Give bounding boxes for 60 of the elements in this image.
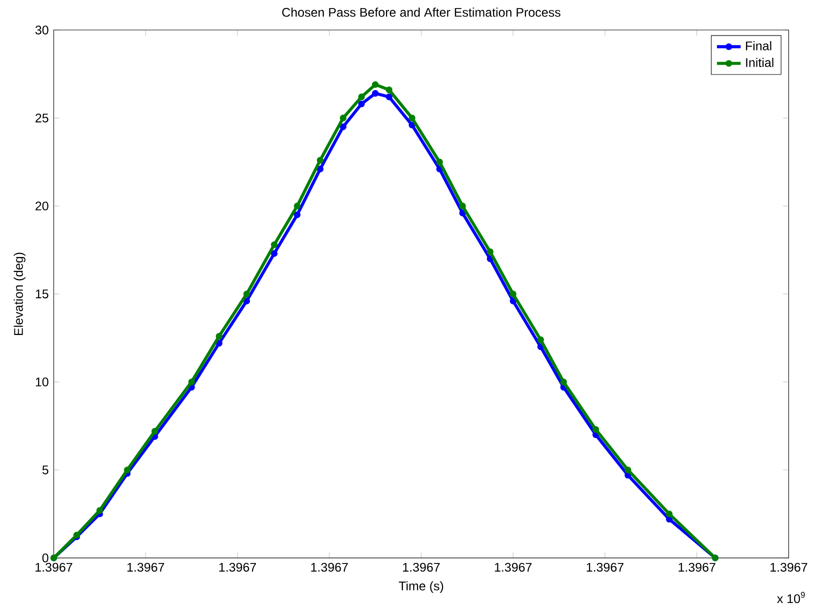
y-tick-label: 5 [42,466,48,474]
y-tick-label: 15 [36,290,48,298]
point [316,166,324,172]
point [270,241,278,248]
point [151,428,158,435]
legend-label: Final [746,41,772,50]
point [459,202,466,210]
x-tick-label: 1.3967 [494,562,532,572]
point [537,343,544,350]
x-tick-label: 1.3967 [678,562,716,572]
point [408,122,416,128]
point [386,86,392,94]
point [294,202,301,210]
point [188,378,195,386]
point [386,94,392,100]
x-axis-title: Time (s) [398,581,444,593]
point [124,466,131,474]
point [358,94,365,100]
point [666,510,673,518]
y-axis-title: Elevation (deg) [14,252,26,335]
point [270,250,278,257]
x-tick-label: 1.3967 [311,562,348,572]
point [216,332,222,340]
point [592,426,600,433]
y-tick-label: 10 [36,377,48,386]
x-tick-label: 1.3967 [770,562,808,572]
point [340,114,346,122]
legend-label: Initial [746,58,774,67]
text: x 10$^{9}$ [777,592,805,604]
point [216,340,222,347]
y-tick-label: 25 [36,114,48,122]
x-tick-label: 1.3967 [36,562,72,572]
y-tick-label: 0 [42,553,48,562]
x-tick-label: 1.3967 [127,562,164,572]
point [459,210,466,216]
point [436,166,443,172]
point [624,466,632,474]
chart-title: Chosen Pass Before and After Estimation Process [282,8,560,17]
point [294,211,301,218]
point [372,90,379,97]
y-tick-label: 20 [36,202,48,210]
point [486,255,494,262]
point [316,156,324,164]
x-tick-label: 1.3967 [219,562,256,572]
point [560,378,567,386]
point [408,114,416,122]
point [510,290,516,298]
point [243,290,250,298]
point [510,298,516,304]
point [96,507,104,514]
x-tick-label: 1.3967 [586,562,624,572]
point [436,158,443,166]
point [372,81,379,88]
point [537,336,544,344]
point [358,100,365,108]
x-tick-label: 1.3967 [403,562,440,572]
y-tick-label: 30 [35,26,48,34]
point [340,123,346,130]
point [243,298,250,304]
point [486,248,494,256]
